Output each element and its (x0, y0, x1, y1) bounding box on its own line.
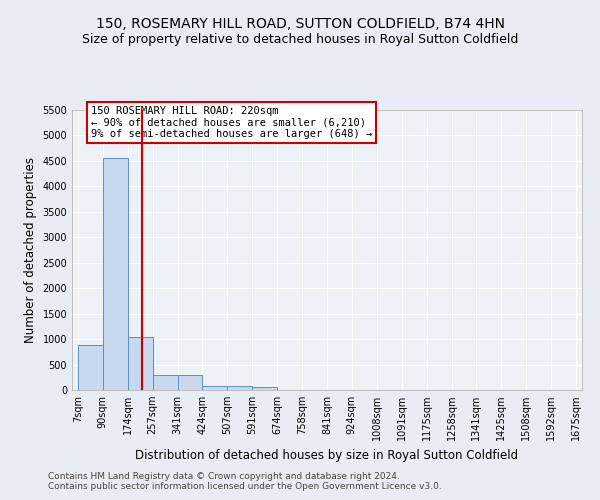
Text: Contains public sector information licensed under the Open Government Licence v3: Contains public sector information licen… (48, 482, 442, 491)
Bar (178, 375, 202, 390)
Bar (78, 345, 103, 390)
X-axis label: Distribution of detached houses by size in Royal Sutton Coldfield: Distribution of detached houses by size … (136, 448, 518, 462)
Bar (152, 375, 178, 390)
Bar (202, 386, 227, 390)
Bar (103, 158, 128, 390)
Bar (128, 336, 152, 390)
Text: 150, ROSEMARY HILL ROAD, SUTTON COLDFIELD, B74 4HN: 150, ROSEMARY HILL ROAD, SUTTON COLDFIEL… (95, 18, 505, 32)
Text: Contains HM Land Registry data © Crown copyright and database right 2024.: Contains HM Land Registry data © Crown c… (48, 472, 400, 481)
Y-axis label: Number of detached properties: Number of detached properties (24, 157, 37, 343)
Bar (227, 386, 253, 390)
Text: 150 ROSEMARY HILL ROAD: 220sqm
← 90% of detached houses are smaller (6,210)
9% o: 150 ROSEMARY HILL ROAD: 220sqm ← 90% of … (91, 106, 372, 140)
Bar (253, 388, 277, 390)
Text: Size of property relative to detached houses in Royal Sutton Coldfield: Size of property relative to detached ho… (82, 32, 518, 46)
